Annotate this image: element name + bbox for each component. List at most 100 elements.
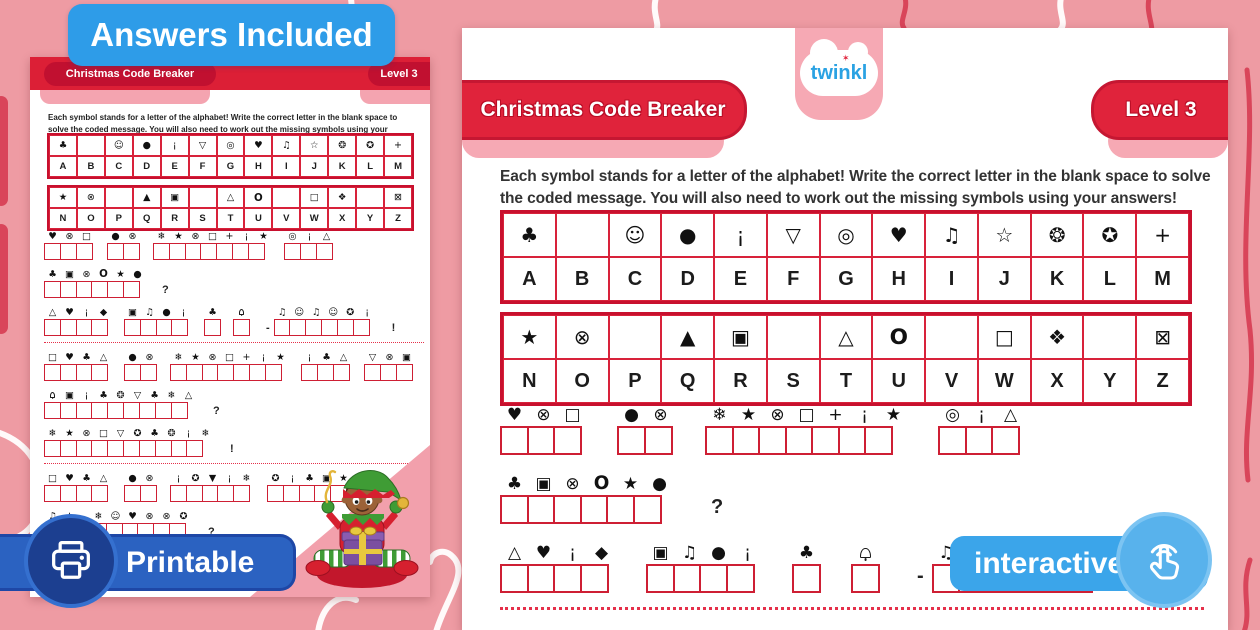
answer-cell[interactable] [321,319,339,336]
answer-cell[interactable] [139,485,157,502]
answer-cell[interactable] [792,564,821,593]
answer-cell[interactable] [964,426,994,455]
answer-cell[interactable] [123,440,141,457]
answer-cell[interactable] [305,319,323,336]
answer-cell[interactable] [91,281,109,298]
answer-cell[interactable] [75,485,93,502]
answer-cell[interactable] [273,319,291,336]
answer-cell[interactable] [216,243,234,260]
answer-cell[interactable] [75,319,93,336]
answer-cell[interactable] [672,564,702,593]
answer-cell[interactable] [59,440,77,457]
answer-cell[interactable] [336,319,354,336]
answer-cell[interactable] [233,364,251,381]
answer-cell[interactable] [553,426,582,455]
answer-cell[interactable] [59,485,77,502]
answer-cell[interactable] [138,440,156,457]
answer-cell[interactable] [851,564,880,593]
answer-cell[interactable] [201,364,219,381]
answer-cell[interactable] [138,402,156,419]
answer-cell[interactable] [107,440,125,457]
answer-cell[interactable] [75,402,93,419]
answer-cell[interactable] [784,426,814,455]
answer-cell[interactable] [170,364,187,381]
answer-cell[interactable] [155,319,173,336]
answer-cell[interactable] [124,485,141,502]
answer-cell[interactable] [44,243,61,260]
answer-cell[interactable] [264,364,282,381]
answer-cell[interactable] [44,402,61,419]
answer-cell[interactable] [59,402,77,419]
answer-cell[interactable] [731,426,761,455]
answer-cell[interactable] [232,243,250,260]
answer-cell[interactable] [44,364,61,381]
answer-cell[interactable] [699,564,728,593]
answer-cell[interactable] [553,564,582,593]
answer-cell[interactable] [315,243,333,260]
printer-icon-circle[interactable] [24,514,118,608]
answer-cell[interactable] [201,485,219,502]
answer-cell[interactable] [75,440,93,457]
answer-cell[interactable] [526,426,556,455]
answer-cell[interactable] [123,402,141,419]
answer-cell[interactable] [352,319,370,336]
answer-cell[interactable] [59,319,77,336]
answer-cell[interactable] [170,485,187,502]
answer-cell[interactable] [153,243,170,260]
answer-cell[interactable] [154,402,172,419]
answer-cell[interactable] [168,243,186,260]
answer-cell[interactable] [107,402,125,419]
answer-cell[interactable] [526,564,556,593]
tap-icon-circle[interactable] [1116,512,1212,608]
answer-cell[interactable] [59,281,77,298]
answer-cell[interactable] [837,426,867,455]
answer-cell[interactable] [107,281,125,298]
answer-cell[interactable] [617,426,646,455]
answer-cell[interactable] [289,319,307,336]
answer-cell[interactable] [646,564,675,593]
answer-cell[interactable] [91,364,109,381]
answer-cell[interactable] [186,440,204,457]
answer-cell[interactable] [725,564,755,593]
answer-cell[interactable] [139,319,157,336]
answer-cell[interactable] [59,364,77,381]
answer-cell[interactable] [200,243,218,260]
answer-cell[interactable] [301,364,318,381]
answer-cell[interactable] [107,243,124,260]
answer-cell[interactable] [864,426,893,455]
answer-cell[interactable] [284,243,301,260]
answer-cell[interactable] [526,495,556,524]
answer-cell[interactable] [395,364,413,381]
answer-cell[interactable] [579,564,609,593]
answer-cell[interactable] [170,440,188,457]
answer-cell[interactable] [379,364,397,381]
answer-cell[interactable] [122,243,140,260]
answer-cell[interactable] [91,440,109,457]
answer-cell[interactable] [170,402,188,419]
answer-cell[interactable] [154,440,172,457]
answer-cell[interactable] [139,364,157,381]
answer-cell[interactable] [124,364,141,381]
answer-cell[interactable] [185,485,203,502]
answer-cell[interactable] [282,485,300,502]
answer-cell[interactable] [184,243,202,260]
answer-cell[interactable] [233,485,251,502]
answer-cell[interactable] [185,364,203,381]
answer-cell[interactable] [811,426,840,455]
answer-cell[interactable] [500,495,529,524]
answer-cell[interactable] [75,281,93,298]
answer-cell[interactable] [938,426,967,455]
answer-cell[interactable] [500,426,529,455]
answer-cell[interactable] [75,243,93,260]
answer-cell[interactable] [249,364,267,381]
answer-cell[interactable] [204,319,221,336]
answer-cell[interactable] [758,426,787,455]
answer-cell[interactable] [332,364,350,381]
answer-cell[interactable] [267,485,284,502]
answer-cell[interactable] [59,243,77,260]
answer-cell[interactable] [500,564,529,593]
answer-cell[interactable] [991,426,1020,455]
answer-cell[interactable] [44,281,61,298]
answer-cell[interactable] [123,281,141,298]
answer-cell[interactable] [299,243,317,260]
